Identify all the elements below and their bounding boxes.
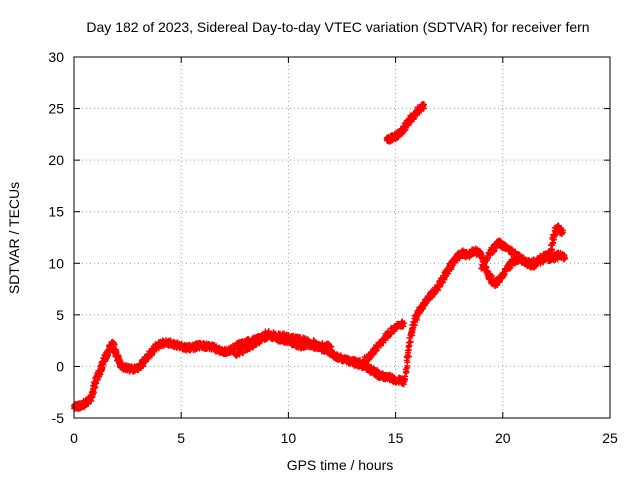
data-points [71, 101, 568, 413]
data-point-fill [404, 347, 411, 354]
data-point [401, 320, 408, 327]
x-tick-label: 10 [281, 430, 297, 446]
y-tick-label: 30 [48, 49, 64, 65]
data-point-fill [377, 342, 384, 349]
data-point [420, 102, 427, 109]
data-point-fill [491, 246, 498, 253]
data-point-fill [548, 242, 555, 249]
data-point [561, 255, 568, 262]
y-tick-label: 20 [48, 152, 64, 168]
y-tick-label: -5 [52, 410, 65, 426]
x-tick-label: 20 [495, 430, 511, 446]
data-point-fill [97, 365, 104, 372]
grid-lines [74, 57, 610, 418]
data-point-fill [400, 323, 407, 330]
x-tick-label: 15 [388, 430, 404, 446]
y-tick-label: 25 [48, 101, 64, 117]
y-tick-label: 5 [56, 307, 64, 323]
y-axis-label: SDTVAR / TECUs [6, 182, 22, 294]
y-tick-label: 10 [48, 255, 64, 271]
axis-ticks: 0 5 10 15 20 25 -5 0 5 10 15 20 25 30 [48, 49, 618, 446]
y-tick-label: 0 [56, 358, 64, 374]
data-point-fill [404, 362, 411, 369]
data-point [328, 343, 335, 350]
data-point-fill [380, 339, 387, 346]
plot-frame [73, 56, 611, 419]
data-point-fill [407, 338, 414, 345]
data-point [559, 229, 566, 236]
x-tick-label: 25 [602, 430, 618, 446]
y-tick-label: 15 [48, 204, 64, 220]
x-tick-label: 0 [70, 430, 78, 446]
data-point-fill [373, 347, 380, 354]
chart-title: Day 182 of 2023, Sidereal Day-to-day VTE… [86, 19, 589, 35]
x-axis-label: GPS time / hours [287, 457, 394, 473]
data-point-fill [402, 377, 409, 384]
data-point-fill [239, 349, 246, 356]
data-point-fill [484, 254, 491, 261]
data-point-fill [425, 296, 432, 303]
data-point-fill [410, 116, 417, 123]
x-tick-label: 5 [177, 430, 185, 446]
data-point-fill [236, 351, 243, 358]
data-point-fill [405, 353, 412, 360]
